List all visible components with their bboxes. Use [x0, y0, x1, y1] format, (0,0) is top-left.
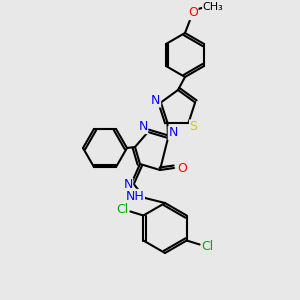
Text: S: S [190, 120, 198, 133]
Text: NH: NH [126, 190, 144, 202]
Text: Cl: Cl [116, 203, 128, 216]
Text: Cl: Cl [202, 240, 214, 253]
Text: N: N [168, 127, 178, 140]
Text: N: N [151, 94, 160, 107]
Text: CH₃: CH₃ [202, 2, 224, 12]
Text: O: O [188, 7, 198, 20]
Text: N: N [138, 121, 148, 134]
Text: O: O [177, 161, 187, 175]
Text: N: N [123, 178, 133, 191]
